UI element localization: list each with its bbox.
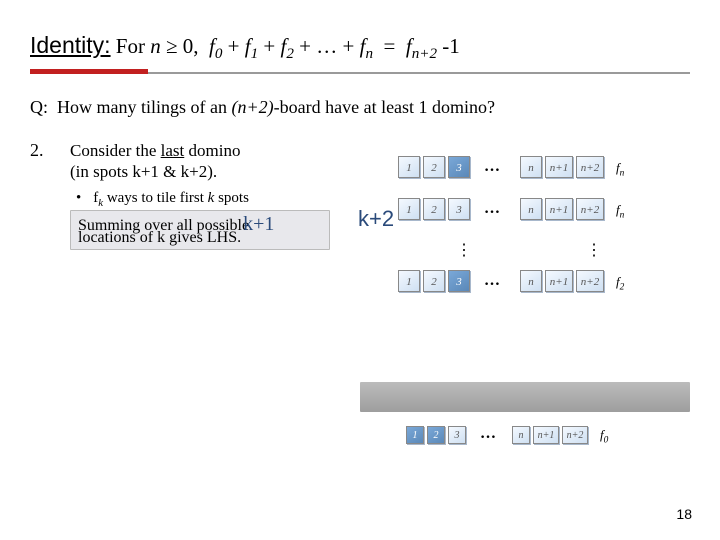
- vdots-row: ⋮ ⋮: [398, 240, 708, 266]
- cell: 3: [448, 426, 466, 444]
- cell-hl: 3: [448, 270, 470, 292]
- dots: …: [484, 158, 501, 176]
- f-label: fn: [616, 160, 710, 179]
- big-label-k2: k+2: [358, 206, 394, 232]
- overlay-text2: locations of k gives LHS.: [78, 229, 241, 247]
- dots: …: [480, 425, 497, 443]
- cell-hl: 1: [406, 426, 424, 444]
- cell: n: [520, 156, 542, 178]
- f-label: fn: [616, 202, 710, 221]
- diagram: 1 2 3 … n n+1 n+2 fn 1 2 3 … n n+1 n+2 f…: [398, 156, 708, 312]
- cell: n: [520, 270, 542, 292]
- diagram-row-2: 1 2 3 … n n+1 n+2 fn: [398, 198, 708, 226]
- cell: n+2: [576, 198, 604, 220]
- f-label: f2: [616, 274, 710, 293]
- bullet-1: fk ways to tile first k spots: [93, 189, 249, 210]
- step-line2: (in spots k+1 & k+2).: [70, 162, 217, 181]
- cell: n+2: [576, 156, 604, 178]
- diagram-row-1: 1 2 3 … n n+1 n+2 fn: [398, 156, 708, 184]
- step-line1b: domino: [184, 141, 240, 160]
- cell: 1: [398, 156, 420, 178]
- cell: 2: [423, 156, 445, 178]
- question-line: Q: How many tilings of an (n+2)-board ha…: [0, 79, 720, 118]
- cell: n+1: [545, 156, 573, 178]
- cell: 2: [423, 198, 445, 220]
- cell: n+1: [545, 198, 573, 220]
- question-label: Q:: [30, 97, 48, 117]
- cell: 2: [423, 270, 445, 292]
- identity-formula: For n ≥ 0, f0 + f1 + f2 + … + fn = fn+2 …: [116, 34, 460, 58]
- title-rule: [30, 67, 690, 79]
- f-label: f0: [600, 427, 708, 446]
- cell: 1: [398, 270, 420, 292]
- step-underlined: last: [161, 141, 185, 160]
- cell: n+1: [545, 270, 573, 292]
- page-number: 18: [676, 506, 692, 522]
- dots: …: [484, 200, 501, 218]
- dots: …: [484, 272, 501, 290]
- cell: n+2: [576, 270, 604, 292]
- cell: n: [512, 426, 530, 444]
- title-area: Identity: For n ≥ 0, f0 + f1 + f2 + … + …: [0, 0, 720, 67]
- cell-hl: 3: [448, 156, 470, 178]
- identity-label: Identity:: [30, 32, 111, 58]
- identity-line: Identity: For n ≥ 0, f0 + f1 + f2 + … + …: [30, 32, 690, 63]
- diagram-row-3: 1 2 3 … n n+1 n+2 f2: [398, 270, 708, 298]
- overlay-box: Summing over all possiblek+1 locations o…: [70, 210, 330, 250]
- step-line1a: Consider the: [70, 141, 161, 160]
- step-number: 2.: [30, 140, 48, 229]
- cell: n+1: [533, 426, 559, 444]
- domino-bar: [360, 382, 690, 412]
- bottom-row: 1 2 3 … n n+1 n+2 f0: [406, 426, 706, 450]
- cell: n+2: [562, 426, 588, 444]
- cell: n: [520, 198, 542, 220]
- cell-hl: 2: [427, 426, 445, 444]
- cell: 1: [398, 198, 420, 220]
- cell: 3: [448, 198, 470, 220]
